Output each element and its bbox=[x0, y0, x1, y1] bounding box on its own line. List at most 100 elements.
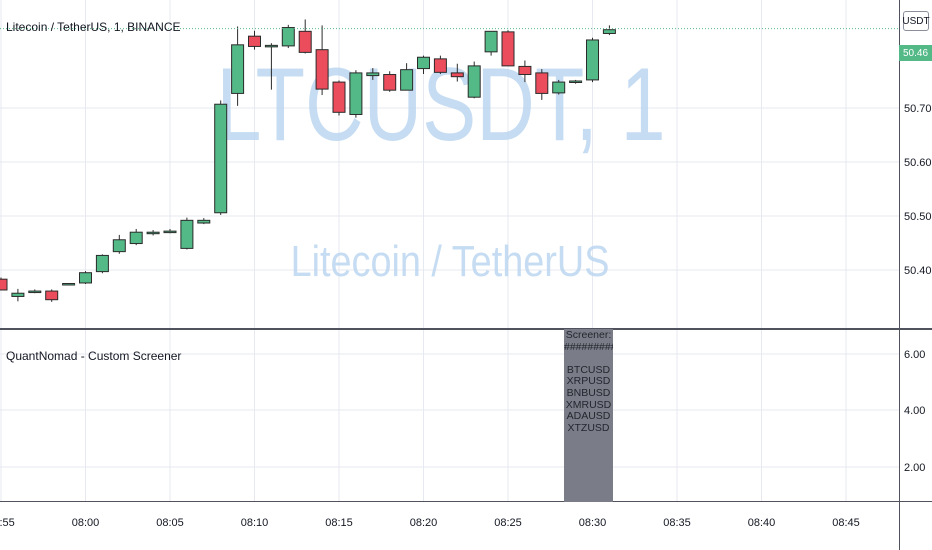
candle-body bbox=[552, 81, 566, 94]
candle bbox=[248, 30, 261, 50]
screener-line: Screener: bbox=[565, 329, 612, 341]
candle-body bbox=[281, 27, 295, 47]
candle-body bbox=[298, 30, 312, 53]
candle-body bbox=[315, 49, 329, 90]
candle-body bbox=[62, 283, 76, 286]
candle bbox=[315, 25, 329, 96]
candle bbox=[28, 289, 42, 294]
candle bbox=[11, 288, 25, 302]
candle bbox=[45, 289, 59, 302]
candle-body bbox=[467, 65, 481, 98]
screener-line: XTZUSD bbox=[567, 421, 610, 434]
candle bbox=[349, 70, 363, 118]
candle bbox=[433, 55, 447, 74]
candle-body bbox=[501, 31, 515, 67]
candle-body bbox=[400, 69, 414, 91]
candle bbox=[501, 30, 515, 67]
candle bbox=[163, 228, 177, 234]
grid bbox=[0, 0, 899, 501]
x-tick-label: 08:35 bbox=[663, 517, 691, 529]
y-tick-label: 50.50 bbox=[904, 211, 932, 223]
candle bbox=[484, 30, 498, 56]
candle-body bbox=[163, 230, 177, 234]
candle-body bbox=[433, 58, 447, 73]
screener-line: XMRUSD bbox=[565, 398, 612, 411]
candle-body bbox=[214, 103, 228, 214]
candle bbox=[535, 69, 549, 100]
candle-body bbox=[197, 219, 211, 224]
candle bbox=[467, 61, 481, 99]
chart-symbol-title[interactable]: Litecoin / TetherUS, 1, BINANCE bbox=[6, 20, 181, 34]
indicator-tick-label: 6.00 bbox=[904, 349, 925, 361]
candle-body bbox=[11, 292, 25, 297]
candle-body bbox=[518, 65, 532, 76]
candle-body bbox=[129, 231, 143, 245]
candle-body bbox=[95, 254, 109, 273]
candle-body bbox=[180, 219, 194, 249]
candle bbox=[231, 26, 245, 106]
candle bbox=[214, 100, 228, 215]
candle bbox=[383, 71, 397, 92]
candle-body bbox=[28, 290, 42, 294]
x-tick-label: 07:55 bbox=[0, 517, 15, 529]
currency-badge[interactable]: USDT bbox=[902, 11, 930, 31]
screener-line: ########## bbox=[564, 340, 613, 353]
x-tick-label: 08:45 bbox=[832, 517, 860, 529]
indicator-tick-label: 4.00 bbox=[904, 405, 925, 417]
candle bbox=[602, 25, 616, 36]
candle-body bbox=[45, 290, 59, 301]
x-tick-label: 08:00 bbox=[72, 517, 100, 529]
candle-body bbox=[535, 72, 549, 94]
screener-line: BTCUSD bbox=[566, 363, 611, 376]
candle-body bbox=[264, 44, 278, 48]
candle-body bbox=[366, 72, 380, 77]
candle-body bbox=[417, 56, 430, 70]
indicator-tick-label: 2.00 bbox=[904, 462, 925, 474]
x-tick-label: 08:20 bbox=[410, 517, 438, 529]
screener-table: Screener:########## BTCUSDXRPUSDBNBUSDXM… bbox=[564, 329, 613, 502]
candle bbox=[79, 271, 92, 285]
x-tick-label: 08:05 bbox=[156, 517, 184, 529]
current-price-label: 50.46 bbox=[899, 45, 932, 61]
indicator-title[interactable]: QuantNomad - Custom Screener bbox=[6, 349, 182, 363]
candle-body bbox=[0, 278, 8, 291]
candle-body bbox=[231, 44, 245, 94]
screener-line: BNBUSD bbox=[566, 386, 611, 399]
candle bbox=[62, 283, 76, 286]
x-tick-label: 08:25 bbox=[494, 517, 522, 529]
candle bbox=[450, 63, 464, 82]
candle bbox=[366, 68, 380, 80]
candle-body bbox=[79, 272, 92, 284]
watermark: LTCUSDT, 1 Litecoin / TetherUS bbox=[216, 46, 665, 285]
candle bbox=[146, 230, 160, 236]
x-tick-label: 08:10 bbox=[241, 517, 269, 529]
candle bbox=[332, 80, 346, 116]
candle-body bbox=[112, 239, 126, 253]
candle bbox=[0, 277, 8, 291]
screener-line: XRPUSD bbox=[566, 375, 611, 388]
candle-body bbox=[586, 39, 599, 81]
y-tick-label: 50.40 bbox=[904, 265, 932, 277]
candle bbox=[552, 79, 566, 95]
candle-body bbox=[349, 72, 363, 115]
x-tick-label: 08:40 bbox=[748, 517, 776, 529]
candle bbox=[586, 37, 599, 83]
watermark-description: Litecoin / TetherUS bbox=[291, 236, 610, 285]
candle-body bbox=[332, 81, 346, 113]
candle-body bbox=[569, 80, 583, 83]
candlestick-series bbox=[0, 19, 616, 302]
candle bbox=[264, 43, 278, 90]
candle bbox=[400, 63, 414, 91]
candle-body bbox=[383, 74, 397, 91]
x-tick-label: 08:30 bbox=[579, 517, 607, 529]
candle bbox=[95, 254, 109, 274]
candle-body bbox=[450, 72, 464, 78]
candle-body bbox=[248, 35, 261, 47]
candle bbox=[197, 218, 211, 225]
candle-body bbox=[484, 30, 498, 53]
candle bbox=[518, 60, 532, 83]
y-tick-label: 50.70 bbox=[904, 103, 932, 115]
candle bbox=[112, 234, 126, 254]
